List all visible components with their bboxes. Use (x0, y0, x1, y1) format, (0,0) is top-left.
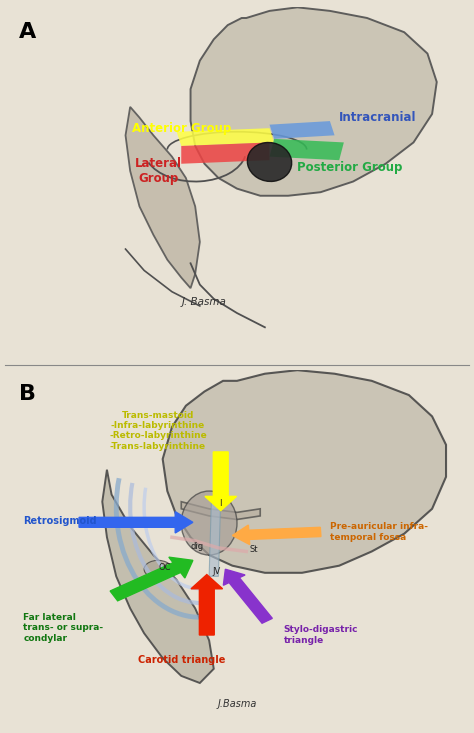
FancyArrow shape (191, 575, 223, 635)
Text: I: I (219, 499, 222, 508)
Ellipse shape (181, 491, 237, 555)
Polygon shape (209, 498, 221, 576)
Text: B: B (18, 384, 36, 405)
Polygon shape (126, 107, 200, 288)
Ellipse shape (144, 560, 172, 578)
Ellipse shape (247, 142, 292, 182)
Polygon shape (181, 501, 260, 520)
Text: Pre-auricular infra-
temporal fossa: Pre-auricular infra- temporal fossa (330, 522, 428, 542)
Text: Stylo-digastric
triangle: Stylo-digastric triangle (283, 625, 358, 645)
FancyArrow shape (223, 570, 273, 623)
Text: Lateral
Group: Lateral Group (135, 157, 182, 185)
Polygon shape (163, 370, 446, 572)
Polygon shape (191, 7, 437, 196)
Polygon shape (270, 139, 344, 161)
Polygon shape (177, 128, 274, 146)
FancyArrow shape (205, 452, 237, 511)
Polygon shape (102, 470, 214, 683)
FancyArrow shape (232, 525, 321, 545)
Text: J. Basma: J. Basma (182, 298, 227, 307)
Text: Intracranial: Intracranial (339, 111, 417, 124)
FancyArrow shape (110, 557, 193, 601)
Text: Retrosigmoid: Retrosigmoid (23, 516, 97, 526)
Text: Trans-mastoid
-Infra-labyrinthine
-Retro-labyrinthine
-Trans-labyrinthine: Trans-mastoid -Infra-labyrinthine -Retro… (109, 410, 207, 451)
Polygon shape (270, 121, 335, 139)
Text: JV: JV (212, 567, 220, 575)
Polygon shape (181, 142, 270, 163)
Text: Anterior Group: Anterior Group (132, 122, 231, 135)
Text: Far lateral
trans- or supra-
condylar: Far lateral trans- or supra- condylar (23, 613, 103, 643)
Text: J.Basma: J.Basma (217, 699, 257, 710)
Text: St: St (249, 545, 257, 554)
Text: Carotid triangle: Carotid triangle (137, 655, 225, 665)
Text: A: A (18, 21, 36, 42)
Text: Posterior Group: Posterior Group (297, 161, 403, 174)
FancyArrow shape (79, 512, 193, 533)
Text: OC: OC (159, 563, 171, 572)
Text: dig: dig (191, 542, 204, 550)
